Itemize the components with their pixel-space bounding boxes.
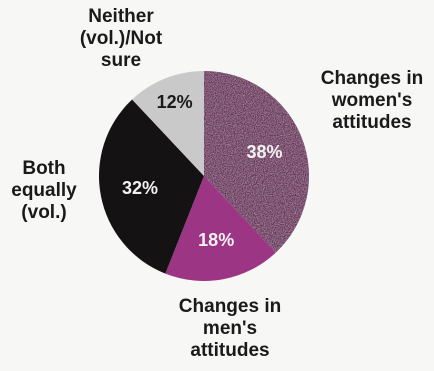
label-changes-in-mens-attitudes: Changes in men's attitudes: [178, 296, 282, 361]
label-neither-not-sure: Neither (vol.)/Not sure: [79, 6, 163, 71]
pie-slices: [98, 70, 310, 282]
value-label-changes-in-mens-attitudes: 18%: [198, 230, 234, 250]
value-label-neither-not-sure: 12%: [157, 92, 193, 112]
slice-changes-in-womens-attitudes: [204, 70, 310, 253]
label-changes-in-womens-attitudes: Changes in women's attitudes: [320, 68, 424, 133]
slice-changes-in-mens-attitudes: [165, 176, 276, 282]
value-label-changes-in-womens-attitudes: 38%: [247, 142, 283, 162]
slice-neither-not-sure: [132, 71, 204, 176]
pie-value-labels: 38% 18% 32% 12%: [122, 92, 283, 250]
label-both-equally: Both equally (vol.): [11, 158, 77, 223]
value-label-both-equally: 32%: [122, 178, 158, 198]
slice-both-equally: [98, 99, 204, 274]
